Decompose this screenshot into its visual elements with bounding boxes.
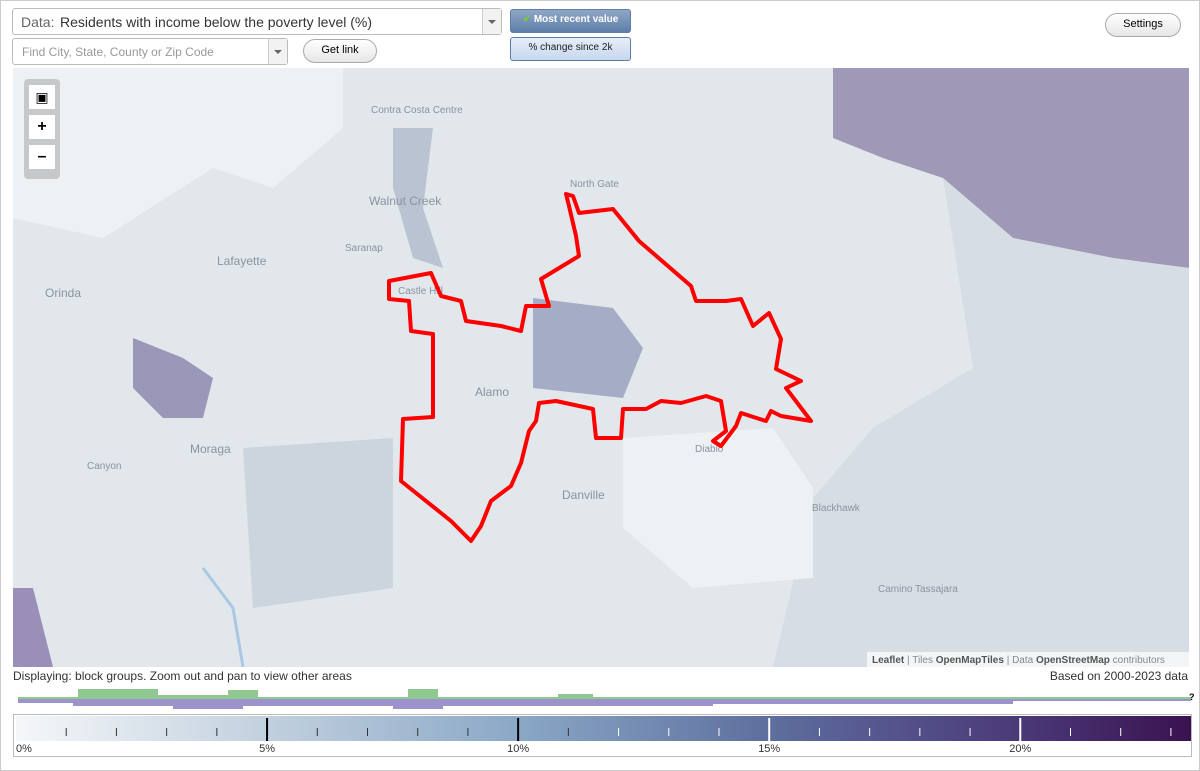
search-placeholder: Find City, State, County or Zip Code — [22, 45, 214, 59]
data-label: Data: — [21, 14, 55, 30]
zoom-control: ▣ + – — [24, 79, 60, 179]
region — [773, 178, 1189, 667]
place-label: Alamo — [475, 385, 509, 399]
place-label: Orinda — [45, 286, 81, 300]
data-value: Residents with income below the poverty … — [60, 14, 373, 30]
attribution-part: | Data — [1007, 655, 1034, 666]
place-label: Diablo — [695, 444, 724, 455]
histogram-down — [18, 699, 1191, 709]
region — [393, 128, 443, 268]
fullscreen-button[interactable]: ▣ — [29, 85, 55, 109]
place-label: Castle Hill — [398, 286, 443, 297]
region — [13, 68, 343, 238]
mode-label: Most recent value — [533, 14, 619, 25]
dropdown-arrow — [268, 39, 287, 64]
place-label: Camino Tassajara — [878, 584, 958, 595]
region — [833, 68, 1189, 268]
search-box[interactable]: Find City, State, County or Zip Code — [12, 38, 288, 65]
mode-button[interactable]: % change since 2k — [510, 37, 631, 61]
river — [201, 567, 245, 667]
attribution: Leaflet | Tiles OpenMapTiles | Data Open… — [872, 655, 1165, 666]
region — [533, 298, 643, 398]
place-label: Contra Costa Centre — [371, 105, 463, 116]
tick-label: 5% — [259, 743, 275, 755]
place-label: Lafayette — [217, 254, 267, 268]
selected-boundary — [387, 192, 813, 543]
displaying-note: Displaying: block groups. Zoom out and p… — [13, 669, 352, 683]
attribution-bg — [867, 652, 1189, 667]
place-label: Saranap — [345, 243, 383, 254]
attribution-part[interactable]: Leaflet — [872, 655, 905, 666]
region — [133, 338, 213, 418]
tick-label: 20% — [1009, 743, 1031, 755]
region — [243, 438, 393, 608]
place-label: North Gate — [570, 179, 619, 190]
tick-label: 15% — [758, 743, 780, 755]
attribution-part: | Tiles — [907, 655, 933, 666]
settings-button[interactable]: Settings — [1105, 13, 1181, 37]
attribution-part: contributors — [1113, 655, 1165, 666]
region — [623, 428, 813, 588]
place-label: Walnut Creek — [369, 194, 442, 208]
data-select[interactable]: Data: Residents with income below the po… — [12, 8, 502, 35]
get-link-button[interactable]: Get link — [303, 39, 377, 63]
help-icon[interactable]: ? — [1189, 692, 1195, 702]
map[interactable]: Contra Costa Centre North Gate Walnut Cr… — [13, 68, 1189, 667]
legend-scale — [16, 716, 1191, 741]
attribution-part[interactable]: OpenMapTiles — [936, 655, 1005, 666]
tick-label: 0% — [16, 743, 32, 755]
region — [13, 588, 53, 667]
place-label: Blackhawk — [812, 503, 861, 514]
place-label: Canyon — [87, 461, 121, 472]
legend: 0% 5% 10% 15% 20% — [13, 714, 1192, 757]
based-on-note: Based on 2000-2023 data — [1049, 669, 1188, 683]
histogram: ? — [18, 689, 1195, 709]
zoom-out-button[interactable]: – — [29, 145, 55, 169]
place-label: Danville — [562, 488, 605, 502]
mode-button[interactable]: ✔ Most recent value — [510, 9, 631, 33]
tick-label: 10% — [507, 743, 529, 755]
dropdown-arrow — [482, 9, 501, 34]
histogram-up — [18, 689, 1191, 699]
zoom-in-button[interactable]: + — [29, 115, 55, 139]
attribution-part[interactable]: OpenStreetMap — [1036, 655, 1110, 666]
place-label: Moraga — [190, 442, 231, 456]
